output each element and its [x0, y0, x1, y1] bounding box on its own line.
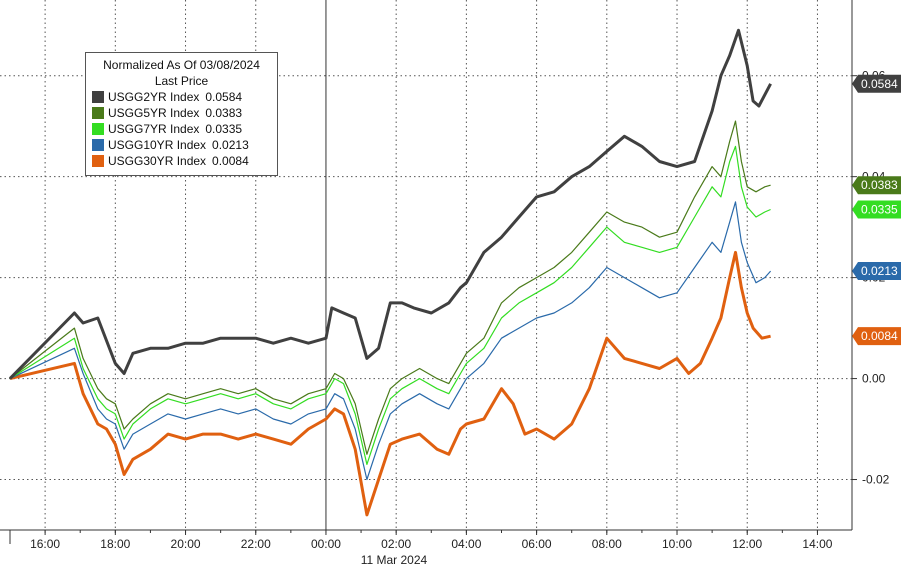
legend-series-value: 0.0335 [205, 122, 243, 136]
x-tick-label: 06:00 [522, 537, 552, 551]
legend: Normalized As Of 03/08/2024 Last Price U… [85, 52, 278, 176]
last-value-text: 0.0084 [861, 329, 898, 343]
y-tick-label: 0.00 [862, 372, 886, 386]
last-value-tag-usgg5yr: 0.0383 [852, 176, 901, 195]
series-line-usgg5yr [9, 120, 771, 455]
last-value-tag-usgg10yr: 0.0213 [852, 262, 901, 281]
legend-swatch [92, 139, 104, 151]
x-tick-label: 14:00 [802, 537, 832, 551]
x-tick-label: 18:00 [100, 537, 130, 551]
legend-swatch [92, 155, 104, 167]
x-tick-label: 08:00 [592, 537, 622, 551]
y-tick-label: -0.02 [862, 473, 890, 487]
legend-entry: USGG10YR Index 0.0213 [92, 137, 271, 153]
legend-series-value: 0.0383 [205, 106, 243, 120]
last-value-tags: 0.0584 0.0383 0.0335 0.0213 0.0084 [852, 74, 901, 346]
x-tick-label: 12:00 [732, 537, 762, 551]
last-value-text: 0.0213 [861, 264, 898, 278]
date-label: 11 Mar 2024 [361, 553, 428, 567]
legend-subtitle: Last Price [154, 74, 209, 88]
x-tick-label: 22:00 [241, 537, 271, 551]
legend-entry: USGG30YR Index 0.0084 [92, 153, 271, 169]
last-value-tag-usgg7yr: 0.0335 [852, 200, 901, 219]
series-line-usgg30yr [9, 250, 771, 517]
legend-title: Normalized As Of 03/08/2024 [103, 58, 260, 72]
series-line-usgg10yr [9, 201, 772, 481]
series-lines [8, 28, 772, 517]
legend-entries: USGG2YR Index 0.0584 USGG5YR Index 0.0383 US… [92, 89, 271, 169]
x-tick-label: 16:00 [30, 537, 60, 551]
x-tick-label: 20:00 [171, 537, 201, 551]
legend-series-name: USGG2YR Index [108, 90, 200, 104]
legend-series-name: USGG30YR Index [108, 154, 207, 168]
legend-series-value: 0.0084 [212, 154, 249, 168]
x-tick-label: 02:00 [381, 537, 411, 551]
last-value-text: 0.0335 [861, 202, 898, 216]
legend-swatch [92, 91, 104, 103]
series-line-usgg2yr [8, 28, 772, 380]
last-value-text: 0.0383 [861, 178, 898, 192]
legend-swatch [92, 123, 104, 135]
series-line-usgg7yr [9, 145, 771, 465]
legend-entry: USGG2YR Index 0.0584 [92, 89, 271, 105]
legend-swatch [92, 107, 104, 119]
x-tick-label: 00:00 [311, 537, 341, 551]
legend-entry: USGG7YR Index 0.0335 [92, 121, 271, 137]
legend-series-name: USGG5YR Index [108, 106, 200, 120]
last-value-text: 0.0584 [861, 77, 898, 91]
legend-series-name: USGG7YR Index [108, 122, 200, 136]
x-tick-label: 10:00 [662, 537, 692, 551]
legend-series-value: 0.0213 [212, 138, 249, 152]
legend-entry: USGG5YR Index 0.0383 [92, 105, 271, 121]
legend-series-name: USGG10YR Index [108, 138, 207, 152]
last-value-tag-usgg2yr: 0.0584 [852, 74, 901, 93]
x-tick-label: 04:00 [451, 537, 481, 551]
legend-series-value: 0.0584 [205, 90, 243, 104]
last-value-tag-usgg30yr: 0.0084 [852, 327, 901, 346]
